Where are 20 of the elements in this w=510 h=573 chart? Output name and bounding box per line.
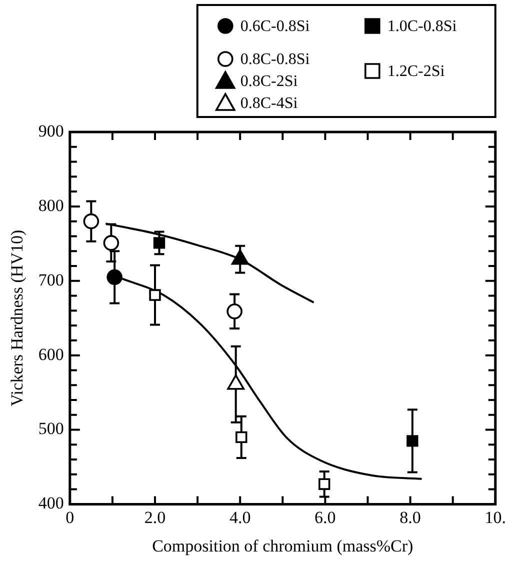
x-axis-title: Composition of chromium (mass%Cr): [152, 536, 414, 556]
x-tick-label: 4.0: [229, 508, 251, 527]
legend-label: 1.0C-0.8Si: [387, 18, 458, 36]
legend-label: 0.8C-0.8Si: [240, 51, 310, 68]
legend-label: 1.2C-2Si: [387, 63, 446, 80]
y-tick-label: 400: [38, 494, 64, 513]
y-tick-label: 600: [38, 344, 64, 364]
y-tick-label: 700: [38, 270, 64, 290]
x-tick-label: 6.0: [314, 508, 336, 527]
legend-label: 0.6C-0.8Si: [240, 18, 310, 36]
y-axis-title: Vickers Hardness (HV10): [8, 230, 27, 406]
y-tick-label: 800: [38, 196, 64, 215]
x-tick-label: 10.: [484, 508, 506, 527]
y-tick-label: 500: [38, 419, 64, 438]
x-tick-label: 0: [66, 508, 74, 527]
x-tick-label: 2.0: [144, 508, 166, 527]
y-tick-label: 900: [38, 121, 64, 140]
x-tick-label: 8.0: [400, 508, 421, 527]
legend-label: 0.8C-2Si: [240, 73, 298, 90]
legend-label: 0.8C-4Si: [240, 95, 298, 112]
